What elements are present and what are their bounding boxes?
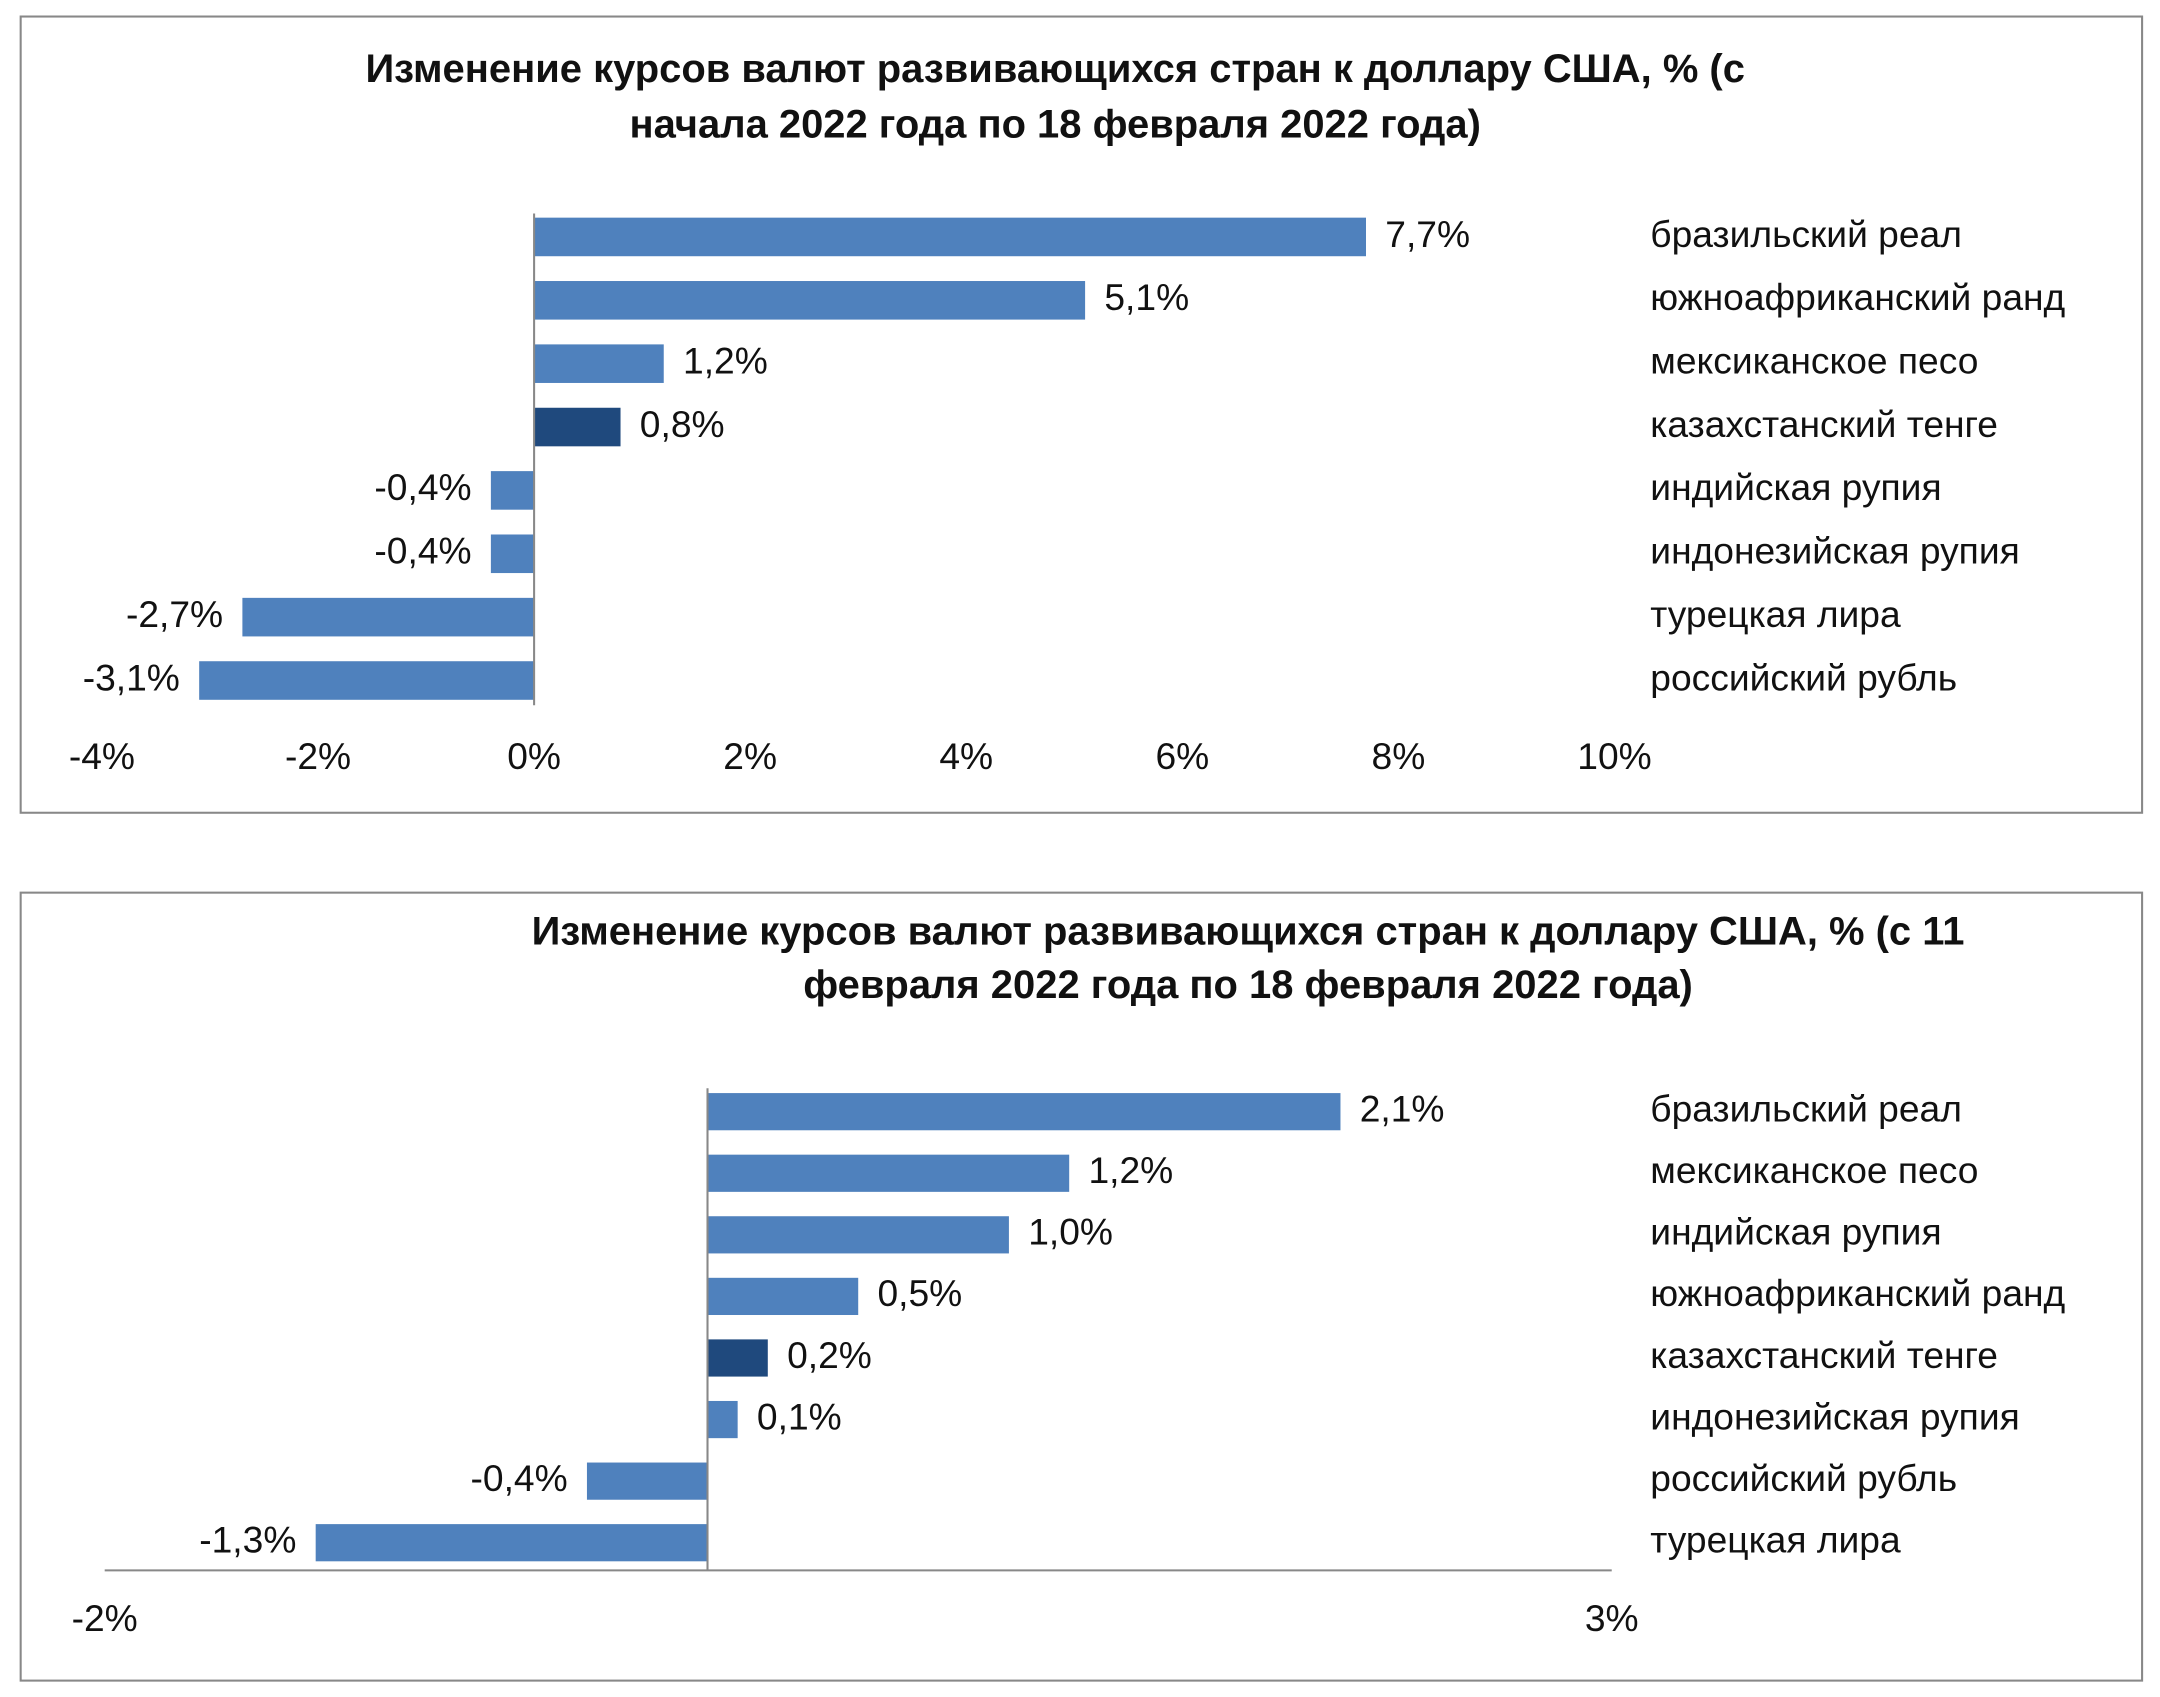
category-label: индийская рупия: [1650, 1211, 1941, 1253]
category-label: бразильский реал: [1650, 1088, 1962, 1130]
value-label: -0,4%: [374, 466, 471, 508]
x-tick-label: 0%: [507, 735, 561, 777]
value-label: 2,1%: [1360, 1088, 1445, 1130]
value-label: 1,0%: [1028, 1211, 1113, 1253]
value-label: 0,1%: [757, 1395, 842, 1437]
category-label: индонезийская рупия: [1650, 1395, 2019, 1437]
category-label: российский рубль: [1650, 1457, 1957, 1499]
bar: [534, 407, 621, 447]
chart-title: Изменение курсов валют развивающихся стр…: [365, 47, 1744, 91]
bar: [707, 1400, 738, 1439]
value-label: -1,3%: [199, 1519, 296, 1561]
category-label: мексиканское песо: [1650, 340, 1978, 382]
category-label: южноафриканский ранд: [1650, 1272, 2065, 1314]
bar: [586, 1462, 708, 1500]
bar: [490, 471, 535, 510]
bar: [534, 217, 1366, 257]
value-label: 0,8%: [640, 403, 725, 445]
bar: [707, 1277, 859, 1316]
category-label: казахстанский тенге: [1650, 403, 1998, 445]
x-tick-label: -2%: [72, 1597, 138, 1639]
bar: [707, 1216, 1009, 1254]
value-label: -0,4%: [374, 530, 471, 572]
x-tick-label: -4%: [69, 735, 135, 777]
value-label: -3,1%: [83, 656, 180, 698]
x-tick-label: 4%: [939, 735, 993, 777]
category-label: мексиканское песо: [1650, 1149, 1978, 1191]
category-label: турецкая лира: [1650, 1519, 1901, 1561]
x-tick-label: 6%: [1155, 735, 1209, 777]
x-tick-label: 3%: [1585, 1597, 1639, 1639]
bar: [707, 1339, 768, 1377]
value-label: 1,2%: [683, 340, 768, 382]
category-label: казахстанский тенге: [1650, 1334, 1998, 1376]
category-label: индонезийская рупия: [1650, 530, 2019, 572]
x-tick-label: 2%: [723, 735, 777, 777]
value-label: -0,4%: [471, 1457, 568, 1499]
x-tick-label: 8%: [1372, 735, 1426, 777]
bar: [707, 1154, 1070, 1192]
bar: [534, 344, 664, 383]
value-label: 0,5%: [878, 1272, 963, 1314]
value-label: -2,7%: [126, 593, 223, 635]
bar: [242, 597, 535, 637]
value-label: 1,2%: [1088, 1149, 1173, 1191]
bar: [199, 661, 535, 700]
x-tick-label: 10%: [1577, 735, 1651, 777]
bar: [490, 534, 535, 574]
value-label: 0,2%: [787, 1334, 872, 1376]
category-label: турецкая лира: [1650, 593, 1901, 635]
value-label: 5,1%: [1104, 276, 1189, 318]
chart-title: Изменение курсов валют развивающихся стр…: [532, 910, 1965, 954]
bar: [315, 1524, 708, 1562]
value-label: 7,7%: [1385, 213, 1470, 255]
chart-title: февраля 2022 года по 18 февраля 2022 год…: [803, 963, 1693, 1007]
bar: [534, 281, 1086, 320]
category-label: южноафриканский ранд: [1650, 276, 2065, 318]
category-label: российский рубль: [1650, 656, 1957, 698]
category-label: индийская рупия: [1650, 466, 1941, 508]
x-tick-label: -2%: [285, 735, 351, 777]
category-label: бразильский реал: [1650, 213, 1962, 255]
chart-title: начала 2022 года по 18 февраля 2022 года…: [629, 102, 1480, 146]
bar: [707, 1093, 1341, 1131]
